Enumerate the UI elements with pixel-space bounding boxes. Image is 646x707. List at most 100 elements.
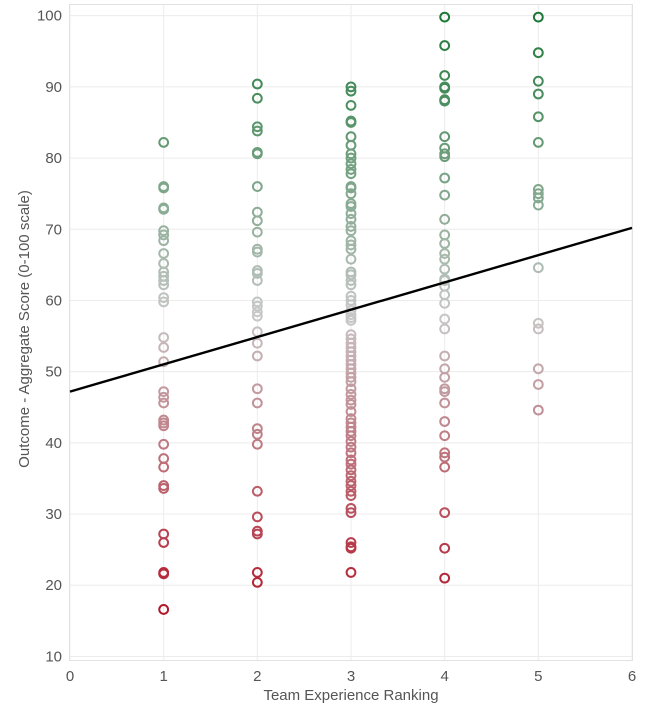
scatter-point [345,182,357,194]
scatter-point [439,95,451,107]
scatter-point [532,379,544,390]
scatter-point [439,131,451,143]
scatter-point [345,269,357,281]
scatter-point [251,215,263,227]
scatter-point [345,81,357,93]
scatter-point [345,99,357,111]
scatter-point [532,111,544,123]
scatter-point [532,188,544,200]
x-tick-label: 5 [534,668,542,685]
scatter-point [439,542,451,554]
y-axis-title: Outcome - Aggregate Score (0-100 scale) [16,190,33,468]
scatter-point [251,246,263,258]
scatter-point [345,188,357,200]
scatter-point [345,279,357,291]
scatter-point [158,296,170,308]
scatter-point [158,137,170,148]
scatter-point [345,399,357,410]
y-tick-label: 90 [45,79,62,96]
scatter-point [345,164,357,175]
scatter-point [158,483,170,494]
scatter-point [439,507,451,519]
scatter-point [345,389,357,400]
scatter-point [158,203,170,215]
trend-line [69,226,633,393]
x-tick-label: 4 [440,668,448,685]
scatter-point [251,511,263,523]
scatter-point [251,310,263,322]
scatter-point [532,75,544,87]
scatter-point [345,221,357,232]
y-tick-label: 80 [45,150,62,167]
scatter-point [439,572,451,584]
y-axis-ticks: 10 20 30 40 50 60 70 80 90 100 [37,8,62,666]
scatter-point [158,604,170,615]
scatter-point [251,397,263,409]
y-tick-label: 60 [45,292,62,309]
scatter-point [439,451,451,463]
scatter-point [345,406,357,417]
scatter-point [158,438,170,450]
scatter-point [532,137,544,148]
scatter-point [251,226,263,238]
scatter-point [345,464,357,476]
y-tick-label: 20 [45,577,62,594]
scatter-point [158,248,170,259]
scatter-point [345,507,357,519]
scatter-point [345,295,357,306]
scatter-point [532,404,544,416]
scatter-point [345,567,357,578]
scatter-point [532,11,544,23]
scatter-point [345,383,357,395]
scatter-point [439,447,451,459]
scatter-point [345,148,357,160]
scatter-point [439,11,451,23]
scatter-point [251,567,263,578]
scatter-point [251,337,263,349]
scatter-point [439,253,451,265]
scatter-point [251,306,263,318]
scatter-point [345,480,357,491]
scatter-point [251,438,263,450]
scatter-point [532,317,544,329]
scatter-point [345,152,357,164]
scatter-point [158,292,170,304]
scatter-point [345,394,357,406]
scatter-point [439,213,451,225]
scatter-point [439,430,451,442]
scatter-point [158,342,170,353]
scatter-point [345,490,357,501]
scatter-point [439,297,451,309]
scatter-point [158,391,170,403]
scatter-point [439,323,451,335]
scatter-point [345,454,357,466]
plot-frame [69,4,633,661]
x-tick-label: 2 [253,668,261,685]
scatter-point [158,356,170,368]
scatter-point [345,430,357,442]
scatter-point [345,275,357,286]
scatter-point [251,528,263,540]
scatter-point [251,92,263,104]
x-axis-ticks: 0 1 2 3 4 5 6 [66,668,636,685]
scatter-point [439,461,451,473]
scatter-point [439,397,451,409]
gridlines [69,5,633,660]
scatter-point [532,199,544,211]
scatter-point [439,248,451,259]
scatter-point [345,158,357,170]
scatter-point [345,85,357,97]
scatter-point [439,70,451,81]
scatter-point [345,208,357,220]
scatter-point [158,279,170,291]
scatter-point [158,332,170,343]
scatter-point [158,182,170,194]
scatter-point [251,300,263,312]
x-tick-label: 6 [628,668,636,685]
scatter-point [251,268,263,279]
scatter-point [251,296,263,308]
scatter-point [345,253,357,265]
x-tick-label: 0 [66,668,74,685]
y-tick-label: 10 [45,648,62,665]
